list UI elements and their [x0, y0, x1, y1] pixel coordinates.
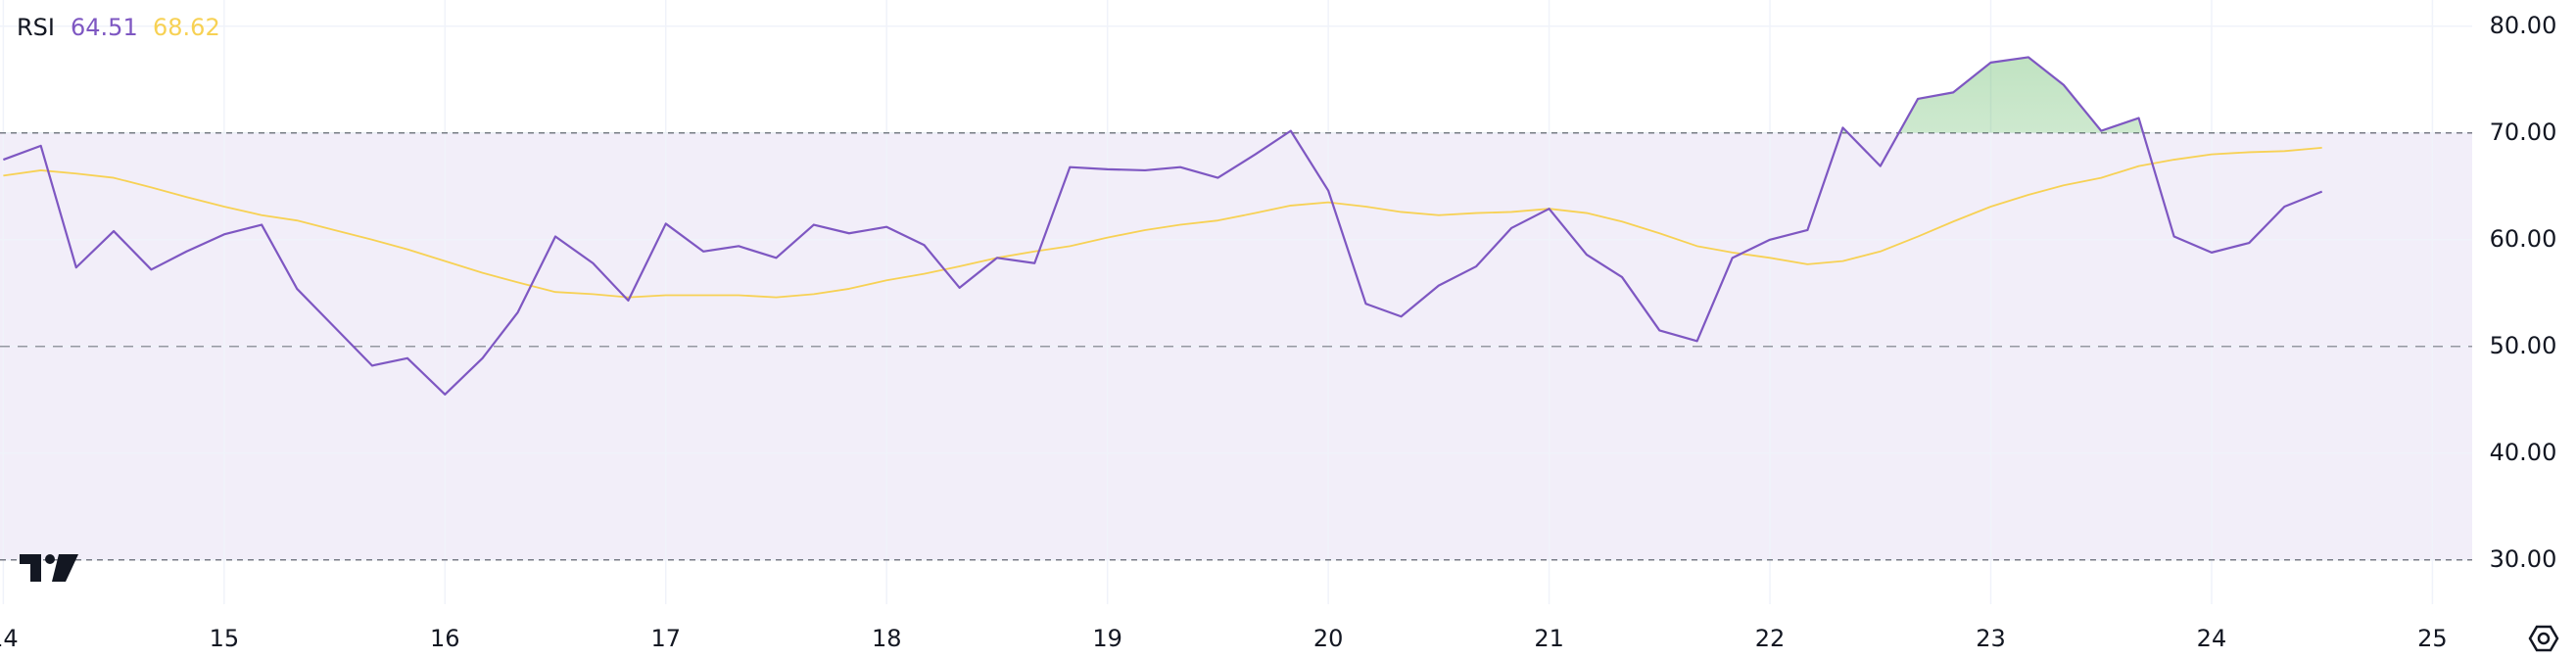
x-tick-label: 21 — [1534, 625, 1564, 652]
x-tick-label: 18 — [872, 625, 902, 652]
y-tick-label: 70.00 — [2490, 118, 2557, 146]
y-tick-label: 60.00 — [2490, 225, 2557, 253]
rsi-value: 64.51 — [71, 14, 138, 41]
x-tick-label: 25 — [2417, 625, 2448, 652]
overbought-fill — [3, 57, 2322, 133]
x-tick-label: 14 — [0, 625, 19, 652]
ma-line — [3, 146, 2322, 299]
ma-value: 68.62 — [153, 14, 220, 41]
y-tick-label: 40.00 — [2490, 439, 2557, 466]
y-tick-label: 50.00 — [2490, 332, 2557, 359]
x-tick-label: 20 — [1313, 625, 1344, 652]
tradingview-logo[interactable] — [20, 554, 78, 582]
x-tick-label: 24 — [2197, 625, 2227, 652]
x-tick-label: 17 — [650, 625, 681, 652]
x-tick-label: 16 — [430, 625, 460, 652]
x-tick-label: 22 — [1755, 625, 1786, 652]
x-tick-label: 23 — [1976, 625, 2006, 652]
indicator-title: RSI — [17, 14, 55, 41]
rsi-line — [3, 56, 2323, 396]
y-tick-label: 30.00 — [2490, 545, 2557, 573]
x-tick-label: 15 — [210, 625, 240, 652]
y-tick-label: 80.00 — [2490, 12, 2557, 39]
settings-icon[interactable] — [2528, 625, 2559, 652]
x-tick-label: 19 — [1092, 625, 1122, 652]
